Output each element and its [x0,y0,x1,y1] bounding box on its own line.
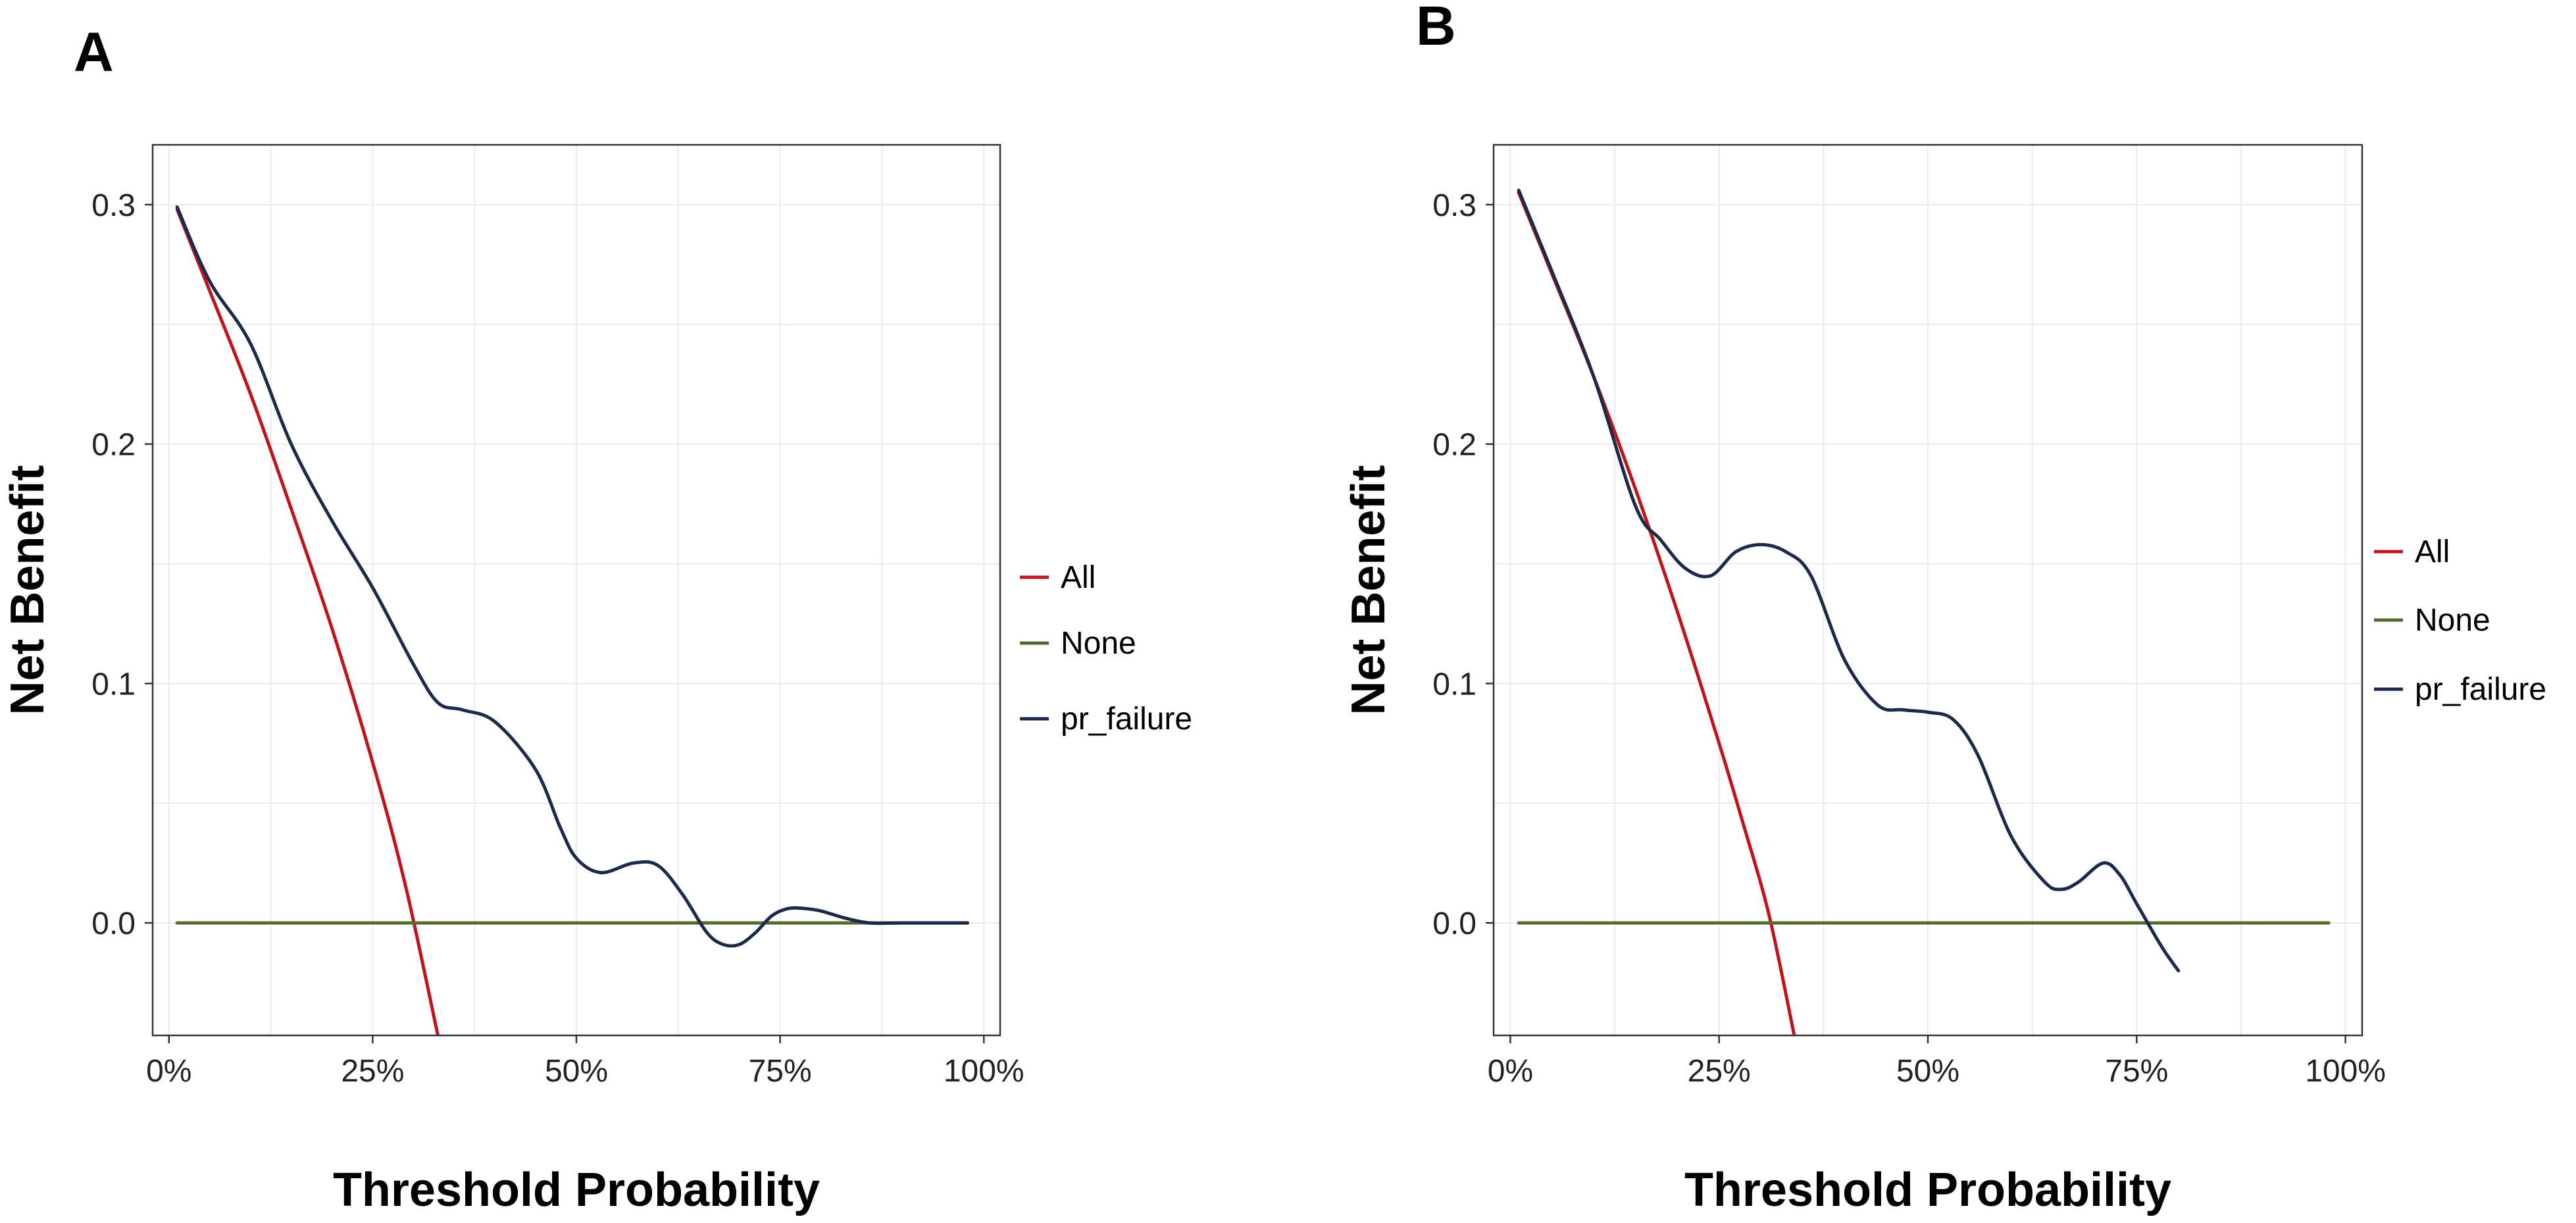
panel-a-legend-label-all: All [1061,560,1096,595]
panel-b-x-tick-label: 25% [1688,1054,1751,1089]
panel-a-y-tick-label: 0.2 [91,428,136,463]
panel-b-gridlines [1494,145,2362,1035]
panel-a-y-tick-label: 0.0 [91,906,136,941]
panel-b-series-group [1517,188,2331,1035]
panel-a-series-group [175,205,969,1035]
panel-a-x-tick-label: 0% [146,1054,191,1089]
panel-a-x-axis-title: Threshold Probability [333,1164,820,1216]
panel-a-legend-label-pr-failure: pr_failure [1061,702,1192,737]
panel-b-y-tick-label: 0.0 [1432,906,1477,941]
panel-b-series-line-all [1517,191,1796,1035]
panel-a-x-tick-label: 25% [341,1054,404,1089]
panel-b-legend-label-pr-failure: pr_failure [2415,672,2546,707]
panel-a-x-tick-label: 75% [749,1054,812,1089]
panel-b-x-axis-title: Threshold Probability [1684,1164,2171,1216]
panel-b-y-tick-label: 0.3 [1432,188,1477,223]
panel-a-gridlines [153,145,1000,1035]
panel-a-series-line-all [175,207,440,1035]
panel-a-y-tick-label: 0.1 [91,667,136,702]
panel-b-x-tick-label: 0% [1488,1054,1533,1089]
panel-b-letter: B [1416,0,1456,57]
panel-b-legend-label-all: All [2415,534,2450,569]
panel-b-y-tick-label: 0.2 [1432,428,1477,463]
panel-a-series-line-pr-failure [175,205,969,948]
panel-b-y-axis-title: Net Benefit [1342,465,1395,715]
panel-a-letter: A [74,21,114,83]
panel-b-x-tick-label: 50% [1896,1054,1959,1089]
panel-a-x-tick-label: 100% [944,1054,1024,1089]
panel-b-y-tick-label: 0.1 [1432,667,1477,702]
panel-a-y-axis-title: Net Benefit [1,465,54,715]
panel-a-legend: All None pr_failure [1020,560,1192,737]
panel-b-legend-label-none: None [2415,603,2490,638]
panel-a-y-tick-label: 0.3 [91,188,136,223]
panel-b-x-tick-label: 75% [2105,1054,2168,1089]
panel-a-legend-label-none: None [1061,626,1136,661]
panel-b: B 0% 25% 50% 75% 100% 0.0 0.1 0.2 0.3 Threshold Pr… [1342,0,2546,1216]
panel-b-legend: All None pr_failure [2374,534,2546,707]
panel-a: A 0% 25% 50% 75% 100% 0.0 0.1 0.2 0.3 Threshold Pr… [1,21,1192,1216]
panel-b-series-line-pr-failure [1517,188,2181,973]
panel-b-x-tick-label: 100% [2305,1054,2386,1089]
panel-a-x-tick-label: 50% [545,1054,608,1089]
